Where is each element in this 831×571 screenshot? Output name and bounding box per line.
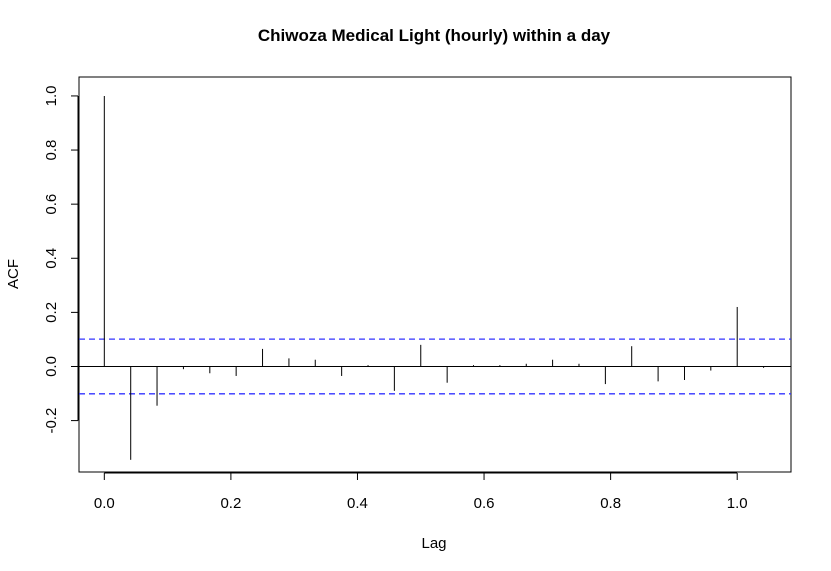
x-axis-label: Lag (421, 535, 446, 552)
y-tick-label: 0.0 (43, 356, 60, 377)
x-tick-label: 0.4 (347, 495, 368, 512)
y-tick-label: 0.4 (43, 248, 60, 269)
x-tick-label: 0.6 (474, 495, 495, 512)
chart-title: Chiwoza Medical Light (hourly) within a … (258, 26, 611, 45)
y-tick-label: 0.6 (43, 194, 60, 215)
plot-frame (78, 76, 792, 473)
y-tick-label: 1.0 (43, 86, 60, 107)
y-tick-label: 0.8 (43, 140, 60, 161)
acf-spikes (103, 95, 765, 460)
y-tick-label: 0.2 (43, 302, 60, 323)
x-tick-label: 1.0 (727, 495, 748, 512)
x-axis: 0.0 0.2 0.4 0.6 0.8 1.0 (94, 472, 748, 512)
y-tick-label: -0.2 (43, 408, 60, 434)
y-axis: -0.2 0.0 0.2 0.4 0.6 0.8 1.0 (43, 86, 79, 434)
x-tick-label: 0.2 (220, 495, 241, 512)
y-axis-label: ACF (5, 259, 22, 289)
x-tick-label: 0.8 (600, 495, 621, 512)
confidence-bands (79, 338, 791, 395)
x-tick-label: 0.0 (94, 495, 115, 512)
